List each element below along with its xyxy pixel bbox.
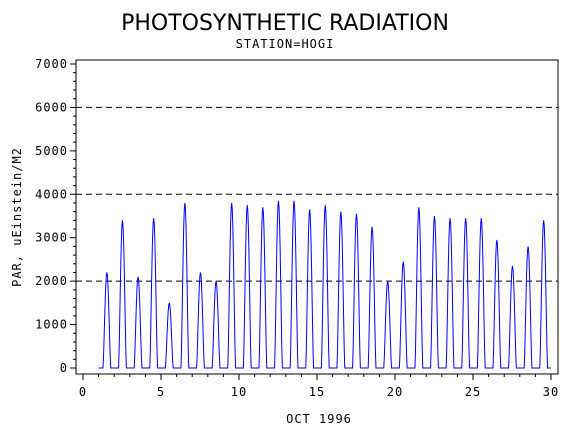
- x-axis-ticks: 0 5 10 15 20 25 30: [79, 374, 559, 399]
- y-tick-label: 7000: [35, 57, 68, 71]
- x-tick-label: 0: [79, 385, 87, 399]
- y-tick-label: 3000: [35, 231, 68, 245]
- y-tick-label: 1000: [35, 318, 68, 332]
- y-axis-ticks: 0 1000 2000 3000 4000 5000 6000 7000: [35, 57, 76, 375]
- x-tick-label: 5: [157, 385, 165, 399]
- x-tick-label: 25: [465, 385, 481, 399]
- chart-subtitle: STATION=HOGI: [236, 37, 335, 51]
- y-tick-label: 2000: [35, 274, 68, 288]
- y-tick-label: 5000: [35, 144, 68, 158]
- x-tick-label: 30: [543, 385, 559, 399]
- y-axis-label: PAR, uEinstein/M2: [10, 147, 24, 287]
- par-series-line: [98, 200, 551, 369]
- x-tick-label: 15: [309, 385, 325, 399]
- y-tick-label: 0: [60, 361, 68, 375]
- plot-frame: [75, 59, 559, 375]
- chart-title: PHOTOSYNTHETIC RADIATION: [121, 11, 449, 36]
- x-axis-label: OCT 1996: [286, 412, 352, 426]
- x-tick-label: 10: [231, 385, 247, 399]
- x-tick-label: 20: [387, 385, 403, 399]
- reference-lines: [76, 106, 558, 282]
- y-tick-label: 4000: [35, 187, 68, 201]
- y-tick-label: 6000: [35, 100, 68, 114]
